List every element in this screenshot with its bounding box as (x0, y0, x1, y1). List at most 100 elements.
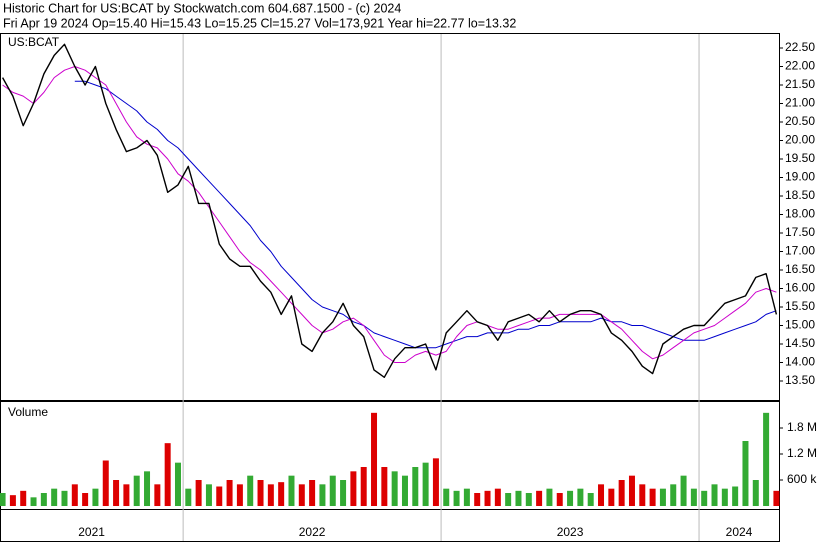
volume-tick-label: 1.2 M (787, 446, 817, 460)
volume-bar (360, 467, 367, 506)
volume-bar (123, 484, 130, 506)
volume-bar (711, 484, 718, 506)
chart-title: Historic Chart for US:BCAT by Stockwatch… (3, 1, 401, 15)
y-tick-label: 13.50 (785, 373, 815, 387)
volume-bar (9, 495, 16, 506)
volume-bar (30, 497, 37, 506)
year-label: 2022 (299, 525, 326, 539)
volume-bar (546, 488, 553, 506)
volume-bar (608, 488, 615, 506)
volume-label: Volume (8, 405, 48, 419)
symbol-box (5, 34, 67, 50)
y-tick-label: 17.00 (785, 244, 815, 258)
volume-bar (463, 488, 470, 506)
volume-bar (113, 480, 120, 506)
volume-bar (484, 490, 491, 506)
y-tick-label: 14.50 (785, 336, 815, 350)
volume-bar (680, 475, 687, 506)
symbol-label: US:BCAT (8, 35, 60, 49)
volume-bar (763, 412, 770, 506)
volume-bar (494, 488, 501, 506)
volume-bar (164, 443, 171, 506)
moving-average-long (74, 80, 777, 349)
volume-bar (742, 441, 749, 506)
y-tick-label: 15.50 (785, 299, 815, 313)
volume-bar (556, 493, 563, 506)
y-tick-label: 20.50 (785, 114, 815, 128)
volume-bar (412, 467, 419, 506)
volume-bar (20, 490, 27, 506)
volume-bar (267, 484, 274, 506)
volume-bar (525, 493, 532, 506)
volume-bar (61, 490, 68, 506)
volume-bar (298, 484, 305, 506)
volume-bar (288, 475, 295, 506)
y-tick-label: 18.50 (785, 188, 815, 202)
volume-bar (102, 460, 109, 506)
volume-bar (536, 490, 543, 506)
y-tick-label: 21.50 (785, 77, 815, 91)
y-tick-label: 15.00 (785, 318, 815, 332)
volume-bar (598, 484, 605, 506)
volume-bar (721, 488, 728, 506)
volume-bar (773, 490, 780, 506)
date-axis (0, 509, 780, 542)
volume-bar (422, 462, 429, 506)
y-tick-label: 22.50 (785, 40, 815, 54)
volume-tick-label: 1.8 M (787, 420, 817, 434)
volume-bar (82, 493, 89, 506)
volume-bar (319, 484, 326, 506)
volume-bar (278, 482, 285, 506)
volume-bar (257, 480, 264, 506)
volume-bar (381, 467, 388, 506)
volume-bar (567, 490, 574, 506)
chart-subtitle: Fri Apr 19 2024 Op=15.40 Hi=15.43 Lo=15.… (3, 16, 516, 30)
volume-bar (350, 471, 357, 506)
volume-bar (587, 493, 594, 506)
volume-bar (732, 486, 739, 506)
volume-bar (690, 488, 697, 506)
volume-bar (174, 462, 181, 506)
volume-bar (752, 480, 759, 506)
volume-bar (0, 493, 6, 506)
volume-bar (401, 475, 408, 506)
volume-bar (226, 480, 233, 506)
moving-average-short (2, 66, 777, 363)
volume-bar (505, 493, 512, 506)
volume-bar (309, 480, 316, 506)
volume-bar (71, 484, 78, 506)
volume-bar (92, 488, 99, 506)
volume-bar (133, 475, 140, 506)
price-panel (0, 33, 780, 401)
volume-bar (51, 488, 58, 506)
volume-bar (195, 480, 202, 506)
volume-bar (618, 480, 625, 506)
volume-bar (515, 490, 522, 506)
volume-bar (701, 490, 708, 506)
y-tick-label: 21.00 (785, 96, 815, 110)
volume-bar (205, 484, 212, 506)
volume-bar (628, 475, 635, 506)
year-label: 2023 (557, 525, 584, 539)
volume-bar (659, 488, 666, 506)
volume-bar (216, 486, 223, 506)
volume-bar (371, 412, 378, 506)
volume-bar (236, 484, 243, 506)
volume-bar (340, 480, 347, 506)
volume-bar (247, 475, 254, 506)
volume-bar (453, 490, 460, 506)
volume-bar (185, 488, 192, 506)
volume-bar (40, 493, 47, 506)
volume-bar (639, 484, 646, 506)
y-tick-label: 14.00 (785, 355, 815, 369)
y-tick-label: 19.00 (785, 170, 815, 184)
y-tick-label: 16.50 (785, 262, 815, 276)
year-label: 2021 (78, 525, 105, 539)
volume-tick-label: 600 k (787, 472, 817, 486)
volume-bar (154, 484, 161, 506)
volume-bar (474, 493, 481, 506)
volume-bar (329, 475, 336, 506)
y-tick-label: 20.00 (785, 133, 815, 147)
